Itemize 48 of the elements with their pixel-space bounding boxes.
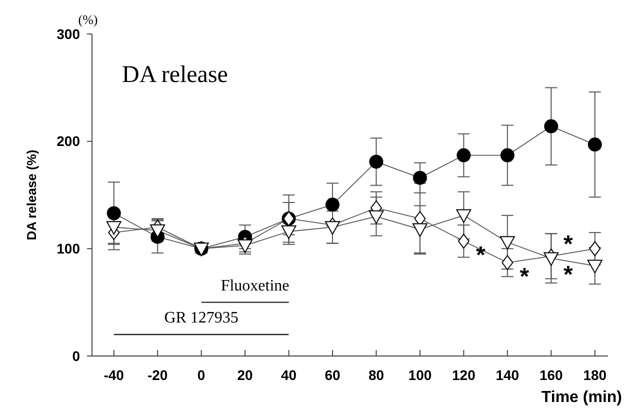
- point: [544, 119, 558, 134]
- x-axis-title: Time (min): [541, 389, 622, 406]
- y-tick-label: 0: [72, 348, 80, 364]
- y-tick-label: 100: [56, 240, 80, 257]
- x-tick-label: 60: [324, 367, 341, 383]
- point: [588, 138, 602, 152]
- point: [502, 255, 514, 270]
- x-tick-label: 160: [539, 367, 564, 383]
- x-tick-label: 100: [408, 367, 432, 383]
- x-tick-label: 20: [237, 367, 254, 383]
- y-axis-title: DA release (%): [24, 150, 39, 240]
- point: [500, 236, 515, 250]
- point: [106, 221, 122, 235]
- point: [281, 225, 296, 239]
- x-tick-label: 180: [583, 367, 607, 383]
- point: [150, 224, 166, 238]
- point: [368, 210, 384, 224]
- point: [412, 170, 427, 185]
- y-tick-label: 200: [56, 133, 80, 150]
- series-label: GR 127935: [164, 310, 238, 327]
- x-tick-label: 0: [197, 367, 206, 383]
- y-tick-label: 300: [56, 26, 80, 42]
- point: [326, 198, 340, 212]
- annotation: *: [563, 231, 574, 258]
- x-tick-label: 80: [368, 367, 384, 383]
- point: [458, 234, 470, 249]
- series-label: Fluoxetine: [220, 277, 290, 294]
- text: (%): [78, 12, 98, 27]
- point: [456, 209, 472, 223]
- annotation: *: [520, 264, 530, 291]
- point: [369, 154, 384, 169]
- point: [500, 148, 514, 162]
- point: [412, 223, 428, 237]
- text: DA release: [122, 62, 228, 88]
- x-tick-label: 140: [496, 367, 520, 383]
- annotation: *: [476, 242, 486, 270]
- point: [106, 206, 121, 220]
- point: [325, 221, 340, 235]
- point: [238, 239, 253, 253]
- x-tick-label: 120: [452, 367, 476, 383]
- x-tick-label: 40: [280, 367, 297, 383]
- point: [456, 148, 471, 162]
- x-tick-label: -40: [104, 367, 124, 383]
- annotation: *: [563, 261, 574, 288]
- point: [544, 252, 559, 266]
- x-tick-label: -20: [147, 367, 168, 383]
- point: [589, 241, 601, 256]
- point: [587, 260, 602, 274]
